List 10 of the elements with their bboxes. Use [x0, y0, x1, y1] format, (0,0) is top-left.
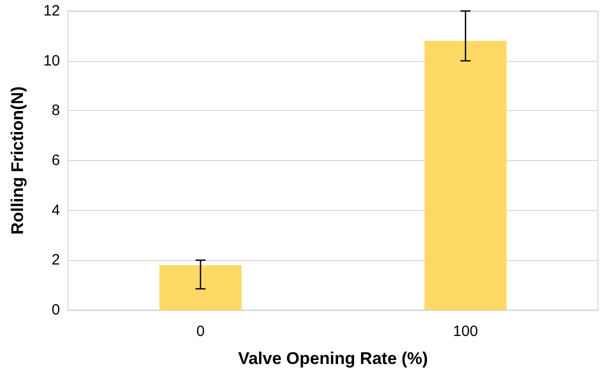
y-tick-label: 8	[52, 102, 60, 120]
y-axis-title: Rolling Friction(N)	[8, 86, 27, 235]
y-tick-label: 4	[52, 202, 60, 219]
y-tick-label: 2	[52, 252, 60, 269]
x-axis-title: Valve Opening Rate (%)	[238, 349, 428, 368]
y-tick-label: 10	[43, 52, 60, 70]
y-tick-label: 6	[52, 152, 60, 169]
y-tick-label: 0	[52, 302, 60, 318]
y-tick-label: 12	[43, 2, 60, 20]
x-tick-label: 100	[452, 323, 478, 340]
